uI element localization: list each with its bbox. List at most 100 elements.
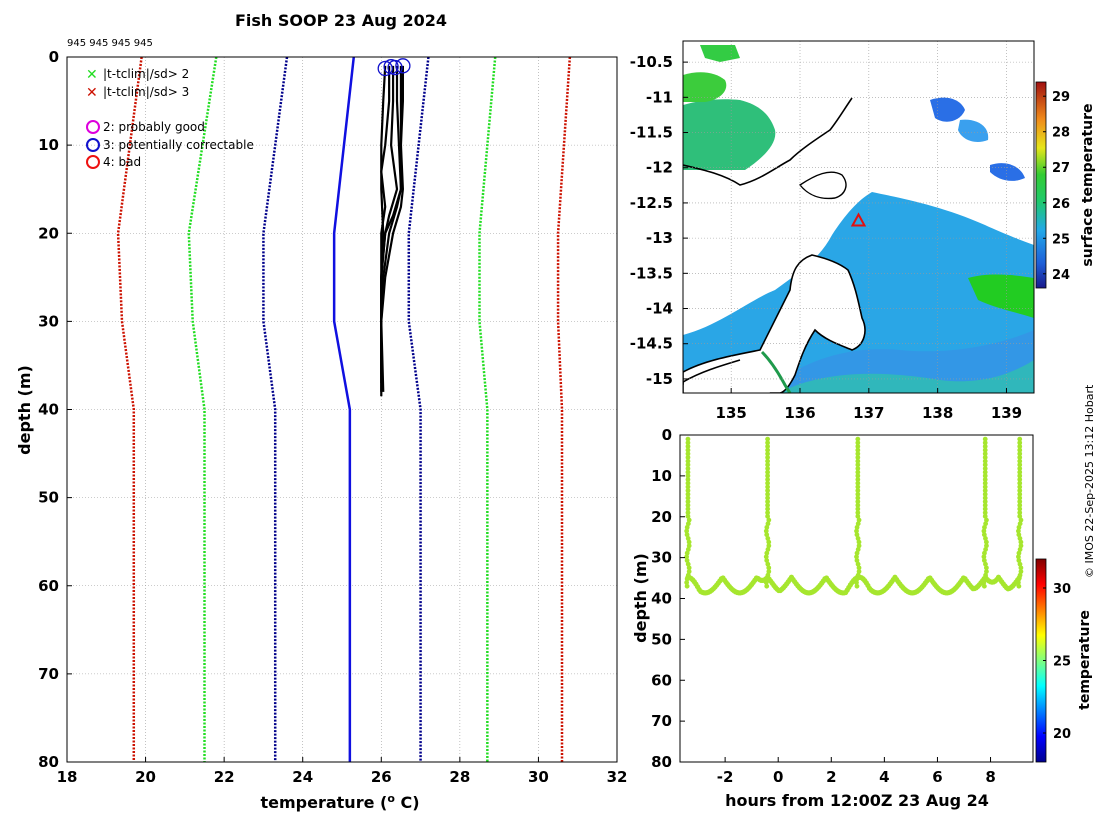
temperature-colorbar-tick-label: 30 [1053,582,1071,597]
section-profile-point [685,440,691,446]
section-profile-point [1016,524,1022,530]
section-profile-point [685,499,691,505]
section-profile-point [685,444,691,449]
section-profile-point [685,502,691,508]
section-profile-point [855,495,861,501]
section-profile-point [765,458,770,464]
chart-title: Fish SOOP 23 Aug 2024 [235,11,447,30]
section-profile-point [1017,510,1023,516]
map-ytick-label: -11.5 [630,124,673,142]
clim-minus2sd-line [187,57,218,762]
legend-flag2-label: 2: probably good [103,120,205,134]
sst-field [683,45,1034,393]
legend-red-x-label: |t-tclim|/sd> 3 [103,85,189,99]
sst-colorbar-tick-label: 28 [1052,126,1070,141]
section-profile-point [765,491,770,497]
map-ytick-label: -10.5 [630,53,673,71]
section-profile-point [855,572,861,578]
section-profile-point [982,495,988,501]
section-profile-point [982,462,988,468]
section-profile-point [856,543,862,549]
section-profile-point [685,521,691,527]
section-profile-point [855,451,861,457]
section-profile-point [855,484,861,490]
section-profile-point [1017,447,1023,453]
section-profile-point [855,561,861,567]
section-profile-point [1016,554,1021,560]
section-profile-point [983,572,988,578]
section-profile-point [685,451,691,457]
section-profile-point [983,521,989,527]
section-profile-point [1016,550,1022,556]
section-profile-point [1017,469,1023,475]
map-ytick-label: -14 [646,300,673,318]
section-profile-point [686,539,692,545]
section-profile-point [1016,576,1022,582]
section-profile-point [854,524,860,530]
section-profile-point [765,484,770,490]
sst-west-patch [683,99,776,170]
section-profile-point [685,536,691,541]
sst-blue-spot [930,97,965,122]
section-ytick-label: 60 [651,671,672,689]
section-profile-point [854,583,860,589]
legend-flag3-circle-icon [86,138,100,152]
profile-x-label-part3: C) [395,793,420,812]
legend-flag4-label: 4: bad [103,155,141,169]
section-profile-point [855,455,861,460]
profile-ytick-label: 0 [49,48,59,66]
section-profile-point [764,583,770,589]
section-xtick-label: -2 [717,768,734,786]
section-profile-point [982,458,988,464]
profile-location-triangle-icon [850,212,867,227]
section-profile-point [855,510,861,516]
section-profile-point [1017,506,1023,512]
section-profile-point [765,495,770,501]
section-profile-point [685,466,691,471]
section-profile-point [765,547,771,552]
section-profile-point [765,561,771,567]
section-profile-point [766,539,772,545]
section-profile-point [854,580,859,585]
section-profile-point [1017,462,1023,468]
legend-flag3-label: 3: potentially correctable [103,138,254,152]
profile-xtick-label: 18 [57,768,78,786]
sst-green-patch-north [683,72,727,102]
section-profile-point [766,569,772,574]
section-profile-point [1018,539,1024,545]
section-profile-point [981,532,987,538]
profile-xtick-label: 20 [135,768,156,786]
map-xtick-label: 138 [922,404,953,422]
section-profile-point [854,554,859,560]
legend-green-x-icon: ✕ [86,67,98,83]
copyright-credit: © IMOS 22-Sep-2025 13:12 Hobart [1083,384,1096,578]
section-profile-point [855,462,861,468]
section-profile-point [1017,440,1023,446]
section-profile-point [1017,458,1023,464]
profile-xtick-label: 24 [292,768,313,786]
section-profile-point [763,580,769,585]
section-profile-point [685,447,691,453]
section-profile-point [855,477,861,482]
profile-ytick-label: 40 [38,401,59,419]
section-profile-point [982,484,988,490]
section-profile-point [685,469,691,475]
flag-ids: 945 945 945 945 [67,38,153,49]
section-profile-point [855,513,861,519]
section-profile-point [685,513,691,519]
section-profile-point [765,436,770,442]
map-ytick-label: -13.5 [630,264,673,282]
section-profile-point [1017,521,1023,527]
profile-ytick-label: 20 [38,224,59,242]
flag3-marker [395,58,411,74]
section-profile-point [982,436,988,442]
section-profile-point [765,447,770,453]
clim-plus3sd-line [556,57,572,762]
section-profile-point [764,550,770,556]
section-profile-point [981,528,987,534]
section-xtick-label: 2 [826,768,836,786]
section-profile-point [765,455,770,460]
section-profile-point [856,565,862,571]
section-profile-point [854,532,860,538]
